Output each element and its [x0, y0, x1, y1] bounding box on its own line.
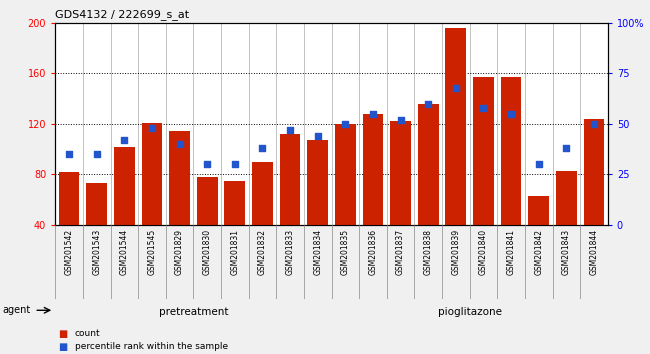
Point	[561, 145, 571, 151]
Text: GSM201844: GSM201844	[590, 229, 599, 275]
Text: GSM201834: GSM201834	[313, 229, 322, 275]
Text: GSM201840: GSM201840	[479, 229, 488, 275]
Point	[229, 161, 240, 167]
Point	[202, 161, 213, 167]
Bar	[169, 131, 190, 225]
Text: agent: agent	[3, 305, 31, 315]
Bar	[528, 196, 549, 225]
Text: GSM201843: GSM201843	[562, 229, 571, 275]
Bar	[500, 77, 521, 225]
Text: percentile rank within the sample: percentile rank within the sample	[75, 342, 228, 350]
Text: GDS4132 / 222699_s_at: GDS4132 / 222699_s_at	[55, 9, 189, 20]
Bar	[390, 121, 411, 225]
Bar	[418, 104, 439, 225]
Text: GSM201838: GSM201838	[424, 229, 433, 274]
Text: pretreatment: pretreatment	[159, 307, 228, 316]
Point	[119, 137, 129, 143]
Point	[534, 161, 544, 167]
Bar	[445, 28, 466, 225]
Point	[450, 85, 461, 90]
Point	[423, 101, 434, 107]
Text: pioglitazone: pioglitazone	[437, 307, 502, 316]
Text: GSM201833: GSM201833	[285, 229, 294, 275]
Text: GSM201545: GSM201545	[148, 229, 157, 275]
Text: GSM201836: GSM201836	[369, 229, 378, 275]
Text: GSM201829: GSM201829	[175, 229, 184, 274]
Bar	[252, 162, 273, 225]
Bar	[58, 172, 79, 225]
Text: GSM201839: GSM201839	[451, 229, 460, 275]
Point	[313, 133, 323, 139]
Text: GSM201835: GSM201835	[341, 229, 350, 275]
Bar	[307, 140, 328, 225]
Point	[147, 125, 157, 131]
Bar	[197, 177, 218, 225]
Text: ■: ■	[58, 342, 68, 352]
Point	[395, 117, 406, 123]
Point	[174, 141, 185, 147]
Text: GSM201544: GSM201544	[120, 229, 129, 275]
Bar	[224, 181, 245, 225]
Bar	[363, 114, 384, 225]
Bar	[556, 171, 577, 225]
Point	[64, 151, 74, 157]
Text: GSM201831: GSM201831	[230, 229, 239, 274]
Point	[368, 111, 378, 116]
Point	[589, 121, 599, 127]
Bar	[280, 134, 300, 225]
Point	[340, 121, 350, 127]
Bar	[142, 122, 162, 225]
Point	[92, 151, 102, 157]
Point	[506, 111, 516, 116]
Text: GSM201837: GSM201837	[396, 229, 405, 275]
Text: GSM201830: GSM201830	[203, 229, 212, 275]
Bar	[86, 183, 107, 225]
Text: ■: ■	[58, 329, 68, 339]
Text: GSM201841: GSM201841	[506, 229, 515, 274]
Text: GSM201543: GSM201543	[92, 229, 101, 275]
Text: count: count	[75, 329, 100, 338]
Point	[478, 105, 489, 110]
Point	[285, 127, 295, 133]
Bar	[473, 77, 494, 225]
Text: GSM201542: GSM201542	[64, 229, 73, 275]
Text: GSM201832: GSM201832	[258, 229, 267, 274]
Bar	[335, 124, 356, 225]
Bar	[584, 119, 605, 225]
Point	[257, 145, 268, 151]
Bar	[114, 147, 135, 225]
Text: GSM201842: GSM201842	[534, 229, 543, 274]
